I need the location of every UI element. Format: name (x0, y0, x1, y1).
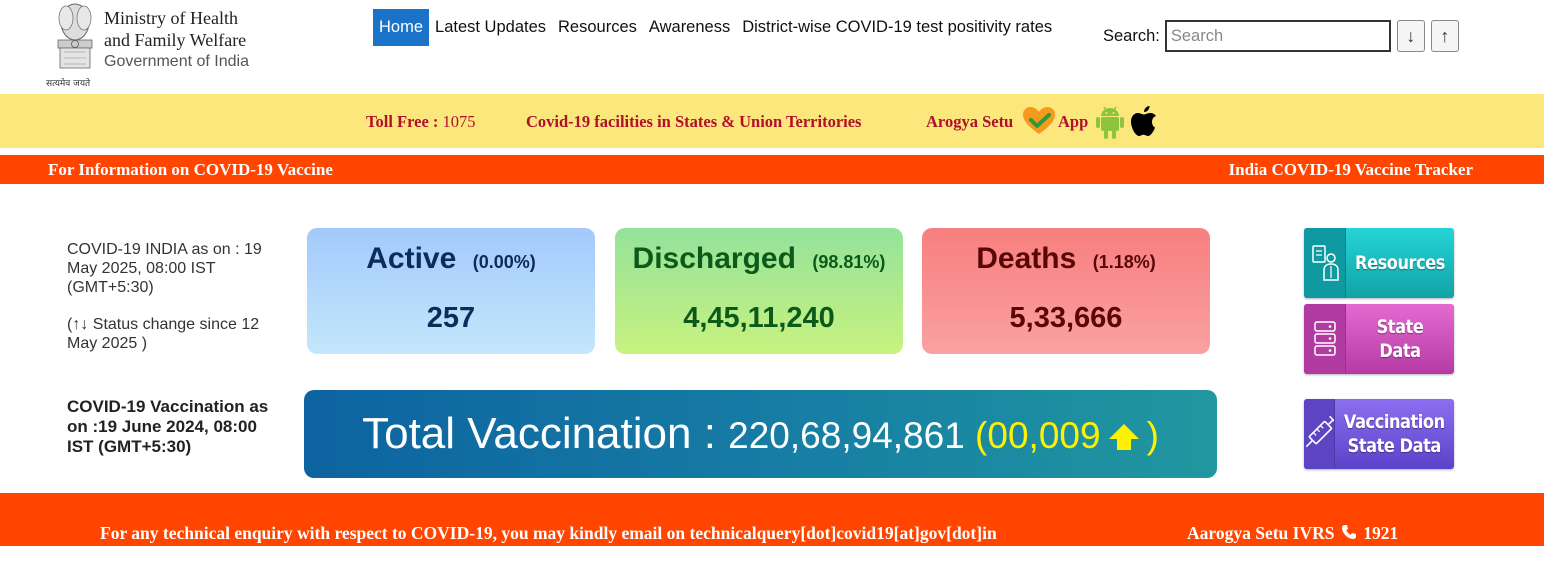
nav-latest-updates[interactable]: Latest Updates (435, 18, 547, 36)
search-down-button[interactable]: ↓ (1396, 20, 1425, 52)
ivrs-label: Aarogya Setu IVRS (1187, 523, 1335, 543)
android-icon[interactable] (1094, 104, 1126, 140)
nav-resources[interactable]: Resources (558, 18, 637, 36)
state-data-button[interactable]: State Data (1304, 304, 1454, 374)
deaths-card: Deaths (1.18%) 5,33,666 (922, 228, 1210, 354)
footer-bar: For any technical enquiry with respect t… (0, 493, 1544, 546)
emblem-motto: सत्यमेव जयते (46, 79, 91, 89)
discharged-value: 4,45,11,240 (683, 302, 835, 334)
info-bar: Toll Free : 1075 Covid-19 facilities in … (0, 94, 1544, 148)
phone-icon (1341, 525, 1356, 539)
deaths-title: Deaths (976, 242, 1077, 275)
vaccine-info-link[interactable]: For Information on COVID-19 Vaccine (48, 160, 333, 179)
active-pct: (0.00%) (472, 252, 536, 272)
app-label[interactable]: App (1058, 112, 1089, 131)
resources-button[interactable]: Resources (1304, 228, 1454, 298)
ministry-line-1: Ministry of Health (104, 8, 238, 28)
toll-free[interactable]: Toll Free : 1075 (366, 112, 476, 132)
total-vaccination-box: Total Vaccination : 220,68,94,861 (00,00… (304, 390, 1217, 478)
deaths-value: 5,33,666 (1009, 302, 1123, 334)
vaccination-state-data-button-label: Vaccination State Data (1344, 411, 1446, 457)
discharged-title: Discharged (632, 242, 796, 275)
vaccination-delta: (00,009 (964, 415, 1101, 456)
search-area: Search: ↓ ↑ (1103, 20, 1459, 52)
heart-check-icon[interactable] (1022, 106, 1056, 136)
active-value: 257 (426, 302, 476, 334)
search-label: Search: (1103, 26, 1160, 45)
status-note: COVID-19 INDIA as on : 19 May 2025, 08:0… (67, 240, 287, 353)
vaccine-info-bar: For Information on COVID-19 Vaccine Indi… (0, 155, 1544, 184)
search-input[interactable] (1164, 20, 1391, 52)
nav-district-positivity[interactable]: District-wise COVID-19 test positivity r… (742, 18, 1053, 36)
ministry-line-3: Government of India (104, 53, 249, 70)
technical-enquiry-text: For any technical enquiry with respect t… (100, 523, 997, 543)
status-as-on: COVID-19 INDIA as on : 19 May 2025, 08:0… (67, 241, 262, 296)
ministry-title[interactable]: Ministry of Health and Family Welfare Go… (104, 7, 249, 73)
ashoka-emblem-icon[interactable] (46, 0, 104, 90)
active-card: Active (0.00%) 257 (307, 228, 595, 354)
doctor-icon (1304, 228, 1346, 298)
deaths-pct: (1.18%) (1092, 252, 1156, 272)
total-vaccination-label: Total Vaccination : (362, 409, 729, 458)
ivrs-info[interactable]: Aarogya Setu IVRS 1921 (1187, 523, 1398, 544)
discharged-card: Discharged (98.81%) 4,45,11,240 (615, 228, 903, 354)
server-icon (1304, 304, 1346, 374)
total-vaccination-value: 220,68,94,861 (728, 415, 965, 456)
toll-free-label: Toll Free : (366, 112, 439, 131)
vaccination-note: COVID-19 Vaccination as on :19 June 2024… (67, 397, 269, 456)
site-header: सत्यमेव जयते Ministry of Health and Fami… (0, 0, 1544, 94)
nav-home[interactable]: Home (373, 9, 430, 46)
main-nav: Home Latest Updates Resources Awareness … (373, 9, 1058, 46)
ivrs-number: 1921 (1363, 523, 1399, 543)
apple-icon[interactable] (1128, 104, 1158, 138)
discharged-pct: (98.81%) (812, 252, 886, 272)
status-change-note: (↑↓ Status change since 12 May 2025 ) (67, 316, 260, 352)
nav-awareness[interactable]: Awareness (648, 18, 731, 36)
search-up-button[interactable]: ↑ (1430, 20, 1459, 52)
facilities-link[interactable]: Covid-19 facilities in States & Union Te… (526, 112, 862, 131)
ministry-line-2: and Family Welfare (104, 30, 247, 50)
arogya-setu-label[interactable]: Arogya Setu (926, 112, 1014, 131)
arrow-up-icon (1108, 424, 1139, 450)
vaccination-state-data-button[interactable]: Vaccination State Data (1304, 399, 1454, 469)
toll-free-number: 1075 (442, 112, 476, 131)
active-title: Active (366, 242, 457, 275)
state-data-button-label: State Data (1376, 316, 1424, 362)
vaccine-tracker-link[interactable]: India COVID-19 Vaccine Tracker (1228, 160, 1473, 179)
resources-button-label: Resources (1355, 252, 1445, 274)
vaccination-delta-close: ) (1146, 415, 1159, 456)
syringe-icon (1304, 399, 1336, 469)
